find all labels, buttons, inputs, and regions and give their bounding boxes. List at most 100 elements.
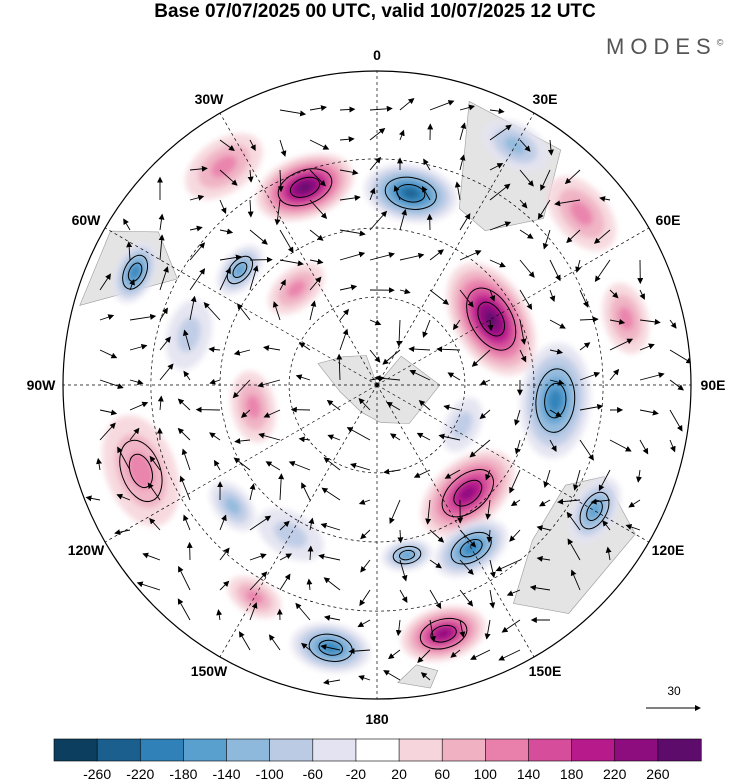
wind-vector bbox=[177, 598, 191, 621]
wind-vector bbox=[323, 457, 341, 471]
wind-vector bbox=[181, 448, 191, 471]
meridian-line bbox=[376, 384, 650, 543]
wind-vector bbox=[447, 372, 461, 381]
wind-vector bbox=[598, 469, 611, 492]
colorbar-tick-label: -60 bbox=[303, 766, 323, 782]
wind-vector bbox=[369, 156, 382, 171]
wind-vector bbox=[233, 457, 251, 471]
anomaly-level bbox=[225, 497, 241, 515]
anomaly-level bbox=[548, 389, 563, 413]
wind-vector bbox=[247, 199, 254, 218]
wind-vector bbox=[459, 213, 471, 231]
wind-vector bbox=[459, 154, 466, 171]
contour-line bbox=[128, 453, 153, 489]
wind-vector bbox=[399, 97, 415, 111]
anomaly-level bbox=[211, 155, 237, 178]
wind-vector bbox=[514, 439, 521, 455]
wind-vector bbox=[459, 289, 474, 308]
wind-vector bbox=[350, 462, 371, 471]
wind-vector bbox=[309, 258, 324, 265]
wind-vector bbox=[536, 555, 551, 562]
wind-vector bbox=[547, 139, 554, 156]
wind-vector bbox=[117, 446, 131, 471]
wind-vector bbox=[374, 375, 401, 382]
map-border bbox=[62, 70, 692, 700]
wind-vector bbox=[288, 461, 311, 471]
wind-vector bbox=[277, 169, 284, 193]
wind-vector bbox=[99, 273, 111, 291]
wind-vector bbox=[549, 289, 556, 303]
wind-vector bbox=[519, 259, 535, 278]
wind-vector bbox=[339, 328, 349, 351]
wind-vector bbox=[566, 229, 581, 244]
wind-vector bbox=[579, 289, 589, 308]
wind-vector bbox=[579, 403, 604, 411]
wind-vector bbox=[321, 487, 341, 501]
contour-line bbox=[232, 262, 248, 278]
wind-vector bbox=[268, 634, 281, 651]
wind-vector bbox=[549, 409, 562, 418]
lon-label-30e: 30E bbox=[533, 91, 558, 107]
colorbar-tick-label: 260 bbox=[646, 766, 670, 782]
colorbar-swatch bbox=[226, 738, 271, 762]
wind-vector bbox=[519, 349, 527, 363]
wind-vector bbox=[420, 672, 431, 681]
contour-line bbox=[318, 639, 343, 656]
wind-vector bbox=[219, 547, 230, 561]
wind-vector bbox=[249, 229, 268, 245]
wind-vector bbox=[249, 483, 256, 501]
colorbar-swatch bbox=[398, 738, 443, 762]
wind-vector bbox=[323, 678, 341, 685]
wind-vector bbox=[114, 529, 131, 536]
wind-vector bbox=[386, 401, 401, 411]
wind-vector bbox=[485, 499, 492, 520]
wind-vector bbox=[339, 136, 355, 143]
lon-label-150e: 150E bbox=[529, 663, 562, 679]
wind-vector bbox=[459, 529, 477, 548]
wind-vector bbox=[309, 300, 317, 321]
wind-vector bbox=[397, 529, 404, 544]
wind-vector bbox=[549, 348, 564, 355]
wind-vector bbox=[549, 439, 557, 452]
wind-vector bbox=[358, 397, 371, 411]
wind-vector bbox=[669, 409, 683, 432]
wind-vector bbox=[358, 499, 371, 505]
wind-vector bbox=[519, 139, 531, 152]
anomaly-level bbox=[245, 590, 264, 605]
wind-vector bbox=[409, 370, 431, 381]
map-disc bbox=[63, 71, 691, 699]
wind-vector bbox=[393, 185, 401, 201]
wind-vector bbox=[639, 289, 645, 300]
wind-vector bbox=[602, 520, 611, 531]
wind-vector bbox=[203, 302, 221, 321]
brand-logo: MODES© bbox=[606, 34, 723, 60]
wind-vector bbox=[489, 163, 504, 171]
wind-vector bbox=[549, 259, 561, 282]
wind-vector bbox=[639, 409, 659, 416]
reference-vector: 30 bbox=[646, 684, 701, 711]
wind-vector bbox=[443, 404, 461, 411]
wind-vector bbox=[489, 589, 496, 609]
wind-vector bbox=[429, 619, 436, 643]
wind-vector bbox=[272, 301, 281, 321]
wind-vector bbox=[396, 319, 403, 347]
wind-vector bbox=[399, 559, 408, 582]
colorbar-swatch bbox=[96, 738, 141, 762]
wind-vector bbox=[389, 433, 401, 441]
wind-vector bbox=[216, 609, 223, 621]
wind-vector bbox=[157, 395, 164, 411]
wind-vector bbox=[389, 499, 401, 525]
wind-vector bbox=[301, 642, 311, 651]
wind-vector bbox=[99, 349, 118, 359]
wind-vector bbox=[501, 619, 521, 633]
wind-vector bbox=[489, 221, 512, 231]
wind-vector bbox=[566, 511, 581, 531]
wind-vector bbox=[498, 649, 521, 661]
wind-vector bbox=[158, 213, 165, 231]
wind-vector bbox=[279, 573, 291, 591]
wind-vector bbox=[116, 493, 131, 501]
wind-vector bbox=[639, 439, 649, 455]
colorbar-swatch bbox=[312, 738, 357, 762]
wind-vector bbox=[336, 353, 343, 381]
wind-vector bbox=[360, 529, 371, 540]
